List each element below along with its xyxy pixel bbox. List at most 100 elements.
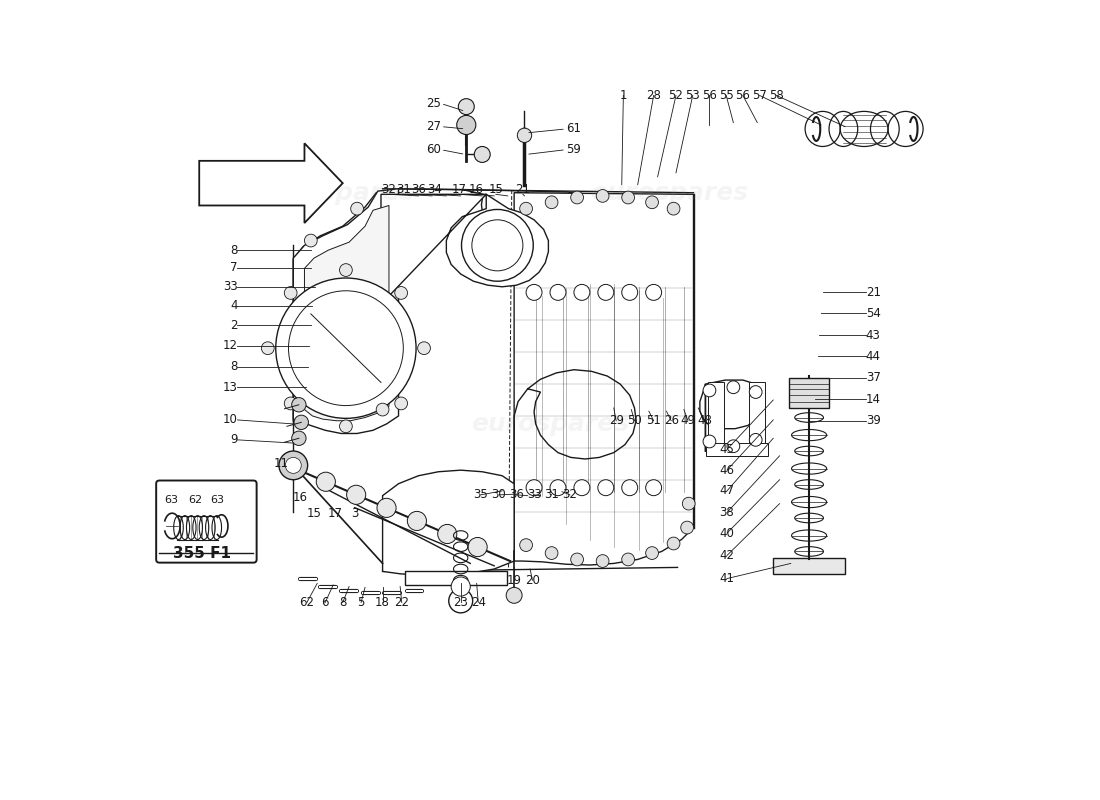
- Polygon shape: [383, 470, 514, 575]
- Circle shape: [279, 451, 308, 480]
- Circle shape: [596, 190, 609, 202]
- Text: 35: 35: [473, 488, 488, 502]
- Polygon shape: [294, 189, 398, 434]
- Circle shape: [621, 480, 638, 496]
- Circle shape: [340, 264, 352, 277]
- Text: 25: 25: [426, 97, 441, 110]
- Text: 28: 28: [646, 89, 661, 102]
- Bar: [405, 570, 507, 585]
- Text: 8: 8: [339, 596, 346, 609]
- Circle shape: [574, 480, 590, 496]
- Circle shape: [285, 458, 301, 474]
- Circle shape: [472, 220, 522, 271]
- Text: 8: 8: [230, 360, 238, 373]
- Text: 46: 46: [719, 464, 735, 477]
- Text: 53: 53: [685, 89, 700, 102]
- Text: 14: 14: [866, 393, 881, 406]
- Circle shape: [376, 403, 389, 416]
- Circle shape: [668, 537, 680, 550]
- Bar: [708, 382, 724, 454]
- Text: 48: 48: [697, 414, 712, 427]
- Text: 60: 60: [426, 143, 441, 156]
- Text: 58: 58: [769, 89, 784, 102]
- Text: 23: 23: [453, 596, 469, 609]
- Text: 47: 47: [719, 484, 735, 498]
- Text: 61: 61: [565, 122, 581, 135]
- Circle shape: [571, 553, 583, 566]
- Polygon shape: [700, 380, 763, 452]
- Circle shape: [668, 202, 680, 215]
- Circle shape: [546, 546, 558, 559]
- Text: 57: 57: [752, 89, 767, 102]
- Circle shape: [526, 285, 542, 300]
- Circle shape: [597, 480, 614, 496]
- Text: 4: 4: [230, 299, 238, 313]
- Text: 8: 8: [230, 244, 238, 257]
- Circle shape: [377, 498, 396, 518]
- Circle shape: [517, 128, 531, 142]
- Circle shape: [621, 553, 635, 566]
- Polygon shape: [305, 206, 389, 421]
- Circle shape: [292, 431, 306, 446]
- Text: 31: 31: [396, 183, 410, 196]
- Text: 56: 56: [736, 89, 750, 102]
- Circle shape: [546, 196, 558, 209]
- Circle shape: [749, 434, 762, 446]
- Circle shape: [646, 546, 659, 559]
- Circle shape: [451, 577, 471, 596]
- Circle shape: [292, 398, 306, 412]
- Circle shape: [456, 115, 476, 134]
- Text: 59: 59: [565, 143, 581, 156]
- Circle shape: [395, 286, 407, 299]
- Text: 12: 12: [222, 339, 238, 352]
- Text: 39: 39: [866, 414, 881, 427]
- Text: 36: 36: [509, 488, 524, 502]
- Text: 27: 27: [426, 120, 441, 133]
- Text: 15: 15: [488, 183, 503, 196]
- Circle shape: [519, 538, 532, 551]
- Circle shape: [346, 486, 365, 504]
- Circle shape: [407, 511, 427, 530]
- Circle shape: [621, 285, 638, 300]
- Bar: [773, 558, 845, 574]
- Circle shape: [703, 435, 716, 448]
- Bar: [789, 378, 829, 408]
- Text: 21: 21: [866, 286, 881, 299]
- Text: 43: 43: [866, 329, 881, 342]
- Text: 26: 26: [663, 414, 679, 427]
- Circle shape: [621, 191, 635, 204]
- Text: 19: 19: [507, 574, 521, 586]
- Text: 36: 36: [411, 183, 426, 196]
- Circle shape: [646, 285, 661, 300]
- Text: 30: 30: [492, 488, 506, 502]
- Text: 32: 32: [562, 488, 578, 502]
- Text: 32: 32: [382, 183, 396, 196]
- Text: 7: 7: [230, 261, 238, 274]
- Circle shape: [519, 202, 532, 215]
- Bar: [749, 382, 766, 454]
- Text: 63: 63: [164, 495, 178, 506]
- Text: 44: 44: [866, 350, 881, 362]
- Text: 51: 51: [646, 414, 661, 427]
- Circle shape: [749, 386, 762, 398]
- Text: 16: 16: [293, 490, 308, 504]
- Circle shape: [646, 480, 661, 496]
- Text: 40: 40: [719, 526, 735, 540]
- Circle shape: [727, 440, 739, 453]
- Text: 29: 29: [608, 414, 624, 427]
- Text: 2: 2: [230, 318, 238, 331]
- Text: 33: 33: [527, 488, 541, 502]
- Text: 21: 21: [516, 183, 530, 196]
- Text: eurospares: eurospares: [591, 181, 749, 205]
- Polygon shape: [514, 193, 693, 565]
- Circle shape: [276, 278, 416, 418]
- Circle shape: [468, 538, 487, 557]
- Text: 42: 42: [719, 549, 735, 562]
- Circle shape: [395, 397, 407, 410]
- Text: 24: 24: [471, 596, 486, 609]
- Circle shape: [351, 202, 363, 215]
- Text: 34: 34: [427, 183, 442, 196]
- Circle shape: [646, 196, 659, 209]
- Text: 18: 18: [375, 596, 390, 609]
- Text: 45: 45: [719, 443, 735, 456]
